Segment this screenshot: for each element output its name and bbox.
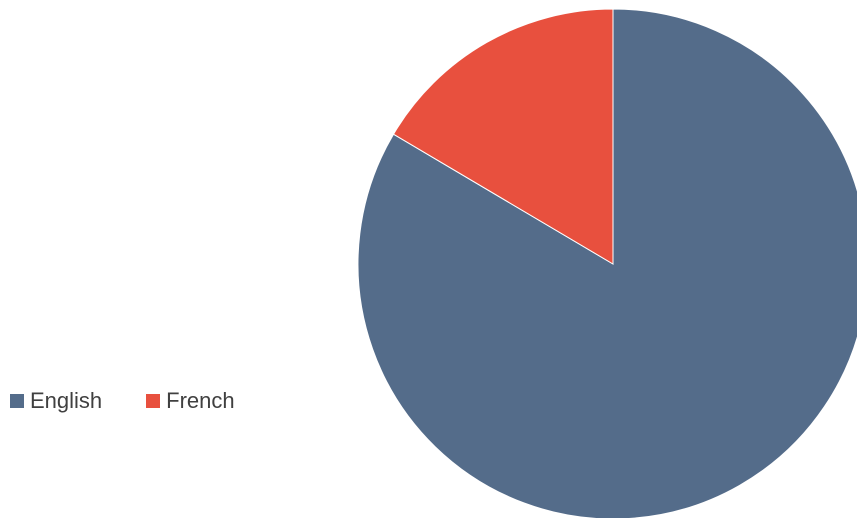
legend-label-french: French <box>166 388 235 413</box>
legend-item-french: French <box>146 388 235 414</box>
legend-swatch-english <box>10 394 24 408</box>
legend-swatch-french <box>146 394 161 408</box>
pie-slice-french <box>392 8 614 265</box>
legend-label-english: English <box>30 388 103 413</box>
legend-item-english: English <box>10 388 102 414</box>
pie-slice-english <box>357 8 857 518</box>
chart-legend: English French <box>10 388 279 414</box>
